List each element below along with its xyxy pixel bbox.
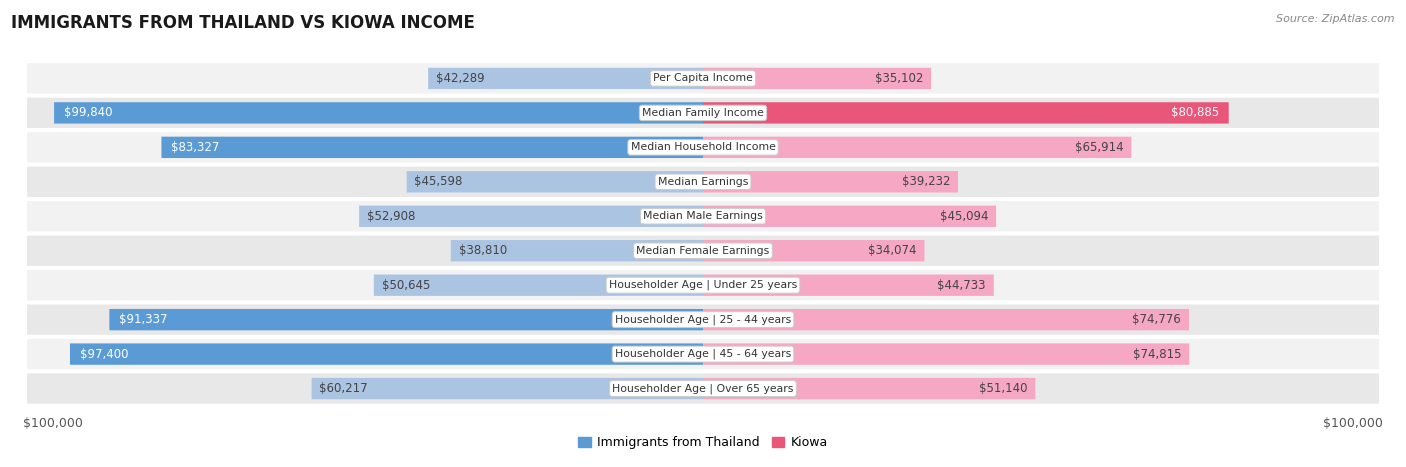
Text: $35,102: $35,102 bbox=[875, 72, 924, 85]
Text: $44,733: $44,733 bbox=[938, 279, 986, 292]
FancyBboxPatch shape bbox=[162, 137, 703, 158]
FancyBboxPatch shape bbox=[27, 374, 1379, 404]
Text: $50,645: $50,645 bbox=[381, 279, 430, 292]
Text: Householder Age | Over 65 years: Householder Age | Over 65 years bbox=[612, 383, 794, 394]
Text: Median Female Earnings: Median Female Earnings bbox=[637, 246, 769, 256]
FancyBboxPatch shape bbox=[53, 102, 703, 124]
Text: $45,094: $45,094 bbox=[939, 210, 988, 223]
FancyBboxPatch shape bbox=[374, 275, 703, 296]
Text: $45,598: $45,598 bbox=[415, 175, 463, 188]
Text: $91,337: $91,337 bbox=[120, 313, 167, 326]
FancyBboxPatch shape bbox=[703, 68, 931, 89]
Text: $65,914: $65,914 bbox=[1076, 141, 1123, 154]
FancyBboxPatch shape bbox=[703, 171, 957, 192]
Text: $34,074: $34,074 bbox=[868, 244, 917, 257]
FancyBboxPatch shape bbox=[27, 167, 1379, 197]
FancyBboxPatch shape bbox=[703, 378, 1035, 399]
FancyBboxPatch shape bbox=[27, 63, 1379, 93]
Text: $52,908: $52,908 bbox=[367, 210, 415, 223]
FancyBboxPatch shape bbox=[429, 68, 703, 89]
FancyBboxPatch shape bbox=[70, 343, 703, 365]
Text: Source: ZipAtlas.com: Source: ZipAtlas.com bbox=[1277, 14, 1395, 24]
FancyBboxPatch shape bbox=[312, 378, 703, 399]
Text: Householder Age | Under 25 years: Householder Age | Under 25 years bbox=[609, 280, 797, 290]
Text: Median Male Earnings: Median Male Earnings bbox=[643, 211, 763, 221]
Text: Per Capita Income: Per Capita Income bbox=[652, 73, 754, 84]
FancyBboxPatch shape bbox=[27, 339, 1379, 369]
Text: Median Household Income: Median Household Income bbox=[630, 142, 776, 152]
Text: $60,217: $60,217 bbox=[319, 382, 368, 395]
Text: $74,815: $74,815 bbox=[1133, 347, 1181, 361]
FancyBboxPatch shape bbox=[703, 240, 925, 262]
FancyBboxPatch shape bbox=[27, 235, 1379, 266]
Text: $99,840: $99,840 bbox=[63, 106, 112, 120]
FancyBboxPatch shape bbox=[703, 343, 1189, 365]
Text: $97,400: $97,400 bbox=[80, 347, 128, 361]
Text: $38,810: $38,810 bbox=[458, 244, 506, 257]
FancyBboxPatch shape bbox=[27, 201, 1379, 232]
FancyBboxPatch shape bbox=[703, 205, 995, 227]
FancyBboxPatch shape bbox=[27, 98, 1379, 128]
FancyBboxPatch shape bbox=[451, 240, 703, 262]
FancyBboxPatch shape bbox=[703, 275, 994, 296]
Text: IMMIGRANTS FROM THAILAND VS KIOWA INCOME: IMMIGRANTS FROM THAILAND VS KIOWA INCOME bbox=[11, 14, 475, 32]
FancyBboxPatch shape bbox=[27, 304, 1379, 335]
Text: Median Family Income: Median Family Income bbox=[643, 108, 763, 118]
Text: $51,140: $51,140 bbox=[979, 382, 1028, 395]
FancyBboxPatch shape bbox=[703, 137, 1132, 158]
Text: $80,885: $80,885 bbox=[1171, 106, 1219, 120]
FancyBboxPatch shape bbox=[359, 205, 703, 227]
Text: $83,327: $83,327 bbox=[172, 141, 219, 154]
FancyBboxPatch shape bbox=[110, 309, 703, 330]
Legend: Immigrants from Thailand, Kiowa: Immigrants from Thailand, Kiowa bbox=[574, 432, 832, 454]
FancyBboxPatch shape bbox=[703, 309, 1189, 330]
Text: Householder Age | 45 - 64 years: Householder Age | 45 - 64 years bbox=[614, 349, 792, 359]
Text: $74,776: $74,776 bbox=[1132, 313, 1181, 326]
Text: Median Earnings: Median Earnings bbox=[658, 177, 748, 187]
FancyBboxPatch shape bbox=[27, 132, 1379, 163]
Text: $42,289: $42,289 bbox=[436, 72, 485, 85]
FancyBboxPatch shape bbox=[27, 270, 1379, 300]
Text: $39,232: $39,232 bbox=[901, 175, 950, 188]
FancyBboxPatch shape bbox=[703, 102, 1229, 124]
Text: Householder Age | 25 - 44 years: Householder Age | 25 - 44 years bbox=[614, 314, 792, 325]
FancyBboxPatch shape bbox=[406, 171, 703, 192]
